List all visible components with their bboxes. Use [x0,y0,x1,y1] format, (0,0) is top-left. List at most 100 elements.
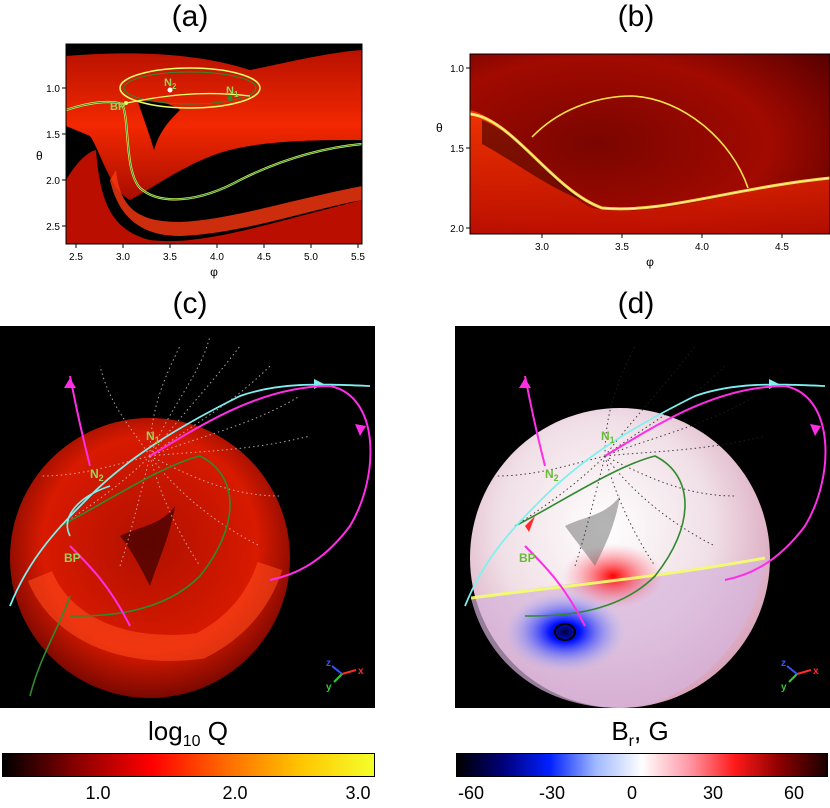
panel-a-ytick: 1.0 [46,84,60,95]
colorbar-left-tick: 3.0 [345,783,371,803]
panel-b-yticks: 1.0 1.5 2.0 [450,64,470,235]
panel-b-ytick: 1.0 [450,64,464,75]
panel-c-separatrix-1 [59,455,231,617]
panel-c-magenta-line-3 [69,545,131,627]
panel-c-axis-y: y [326,682,332,693]
colorbar-right-tick: -30 [538,783,566,803]
panel-b-plot: 3.0 3.5 4.0 4.5 φ 1.0 1.5 2.0 θ [436,53,830,269]
panel-a-xtick: 4.0 [210,252,224,263]
panel-a-frame [65,43,363,245]
colorbar-left-tick: 1.0 [85,783,111,803]
panel-c-axes-triad: x y z [326,658,364,693]
panel-a-dome-inner [123,71,257,105]
panel-c-cyan-loop [66,485,111,537]
panel-a-bp-point [124,101,128,105]
panel-a-separatrix-dome [119,67,261,109]
colorbar-right-title-sub: r [628,733,634,751]
panel-a-plot: N2 N1 BP 2.5 3.0 3.5 4.0 4.5 5.0 5.5 φ 1… [36,43,365,279]
panel-d-cyan-fieldline [464,383,826,607]
panel-d-magenta-arrow-2 [519,378,531,388]
colorbar-right-tick: 0 [626,783,638,803]
colorbar-right-tick: 60 [783,783,805,803]
panel-a-xtick: 4.5 [257,252,271,263]
panel-a-yticks: 1.0 1.5 2.0 2.5 [46,84,66,233]
panel-a-label-n2: N2 [164,77,177,91]
panel-a-xtick: 5.5 [351,252,365,263]
colorbar-right-tick: -60 [457,783,485,803]
panel-d-separatrix-1 [514,455,686,617]
panel-d-axes-triad: x y z [781,658,819,693]
colorbar-right-title: Br, G [530,716,750,751]
panel-c-label-bp: BP [64,551,81,565]
panel-b-ytick: 2.0 [450,224,464,235]
panel-d-red-arrow [525,516,535,532]
colorbar-right-title-end: , G [634,716,669,746]
colorbar-left-title-main: log [148,716,183,746]
panel-a-label-n1: N1 [226,85,239,99]
panel-d-title: (d) [617,287,655,320]
panel-a-lower-band [66,150,362,244]
panel-c-axis-x: x [358,666,364,677]
colorbar-right-title-main: B [611,716,629,746]
panel-d-label-n1: N1 [601,429,615,445]
panel-b-separatrix-dome [531,95,749,189]
panel-d-label-n2: N2 [545,467,559,483]
panel-c-title: (c) [172,287,208,320]
panel-c-label-n2: N2 [90,467,104,483]
colorbar-left [2,753,375,777]
panel-d-render: N1 N2 BP x y z [455,326,830,708]
panel-a-xlabel: φ [210,265,218,279]
panel-c-magenta-arrow-2 [64,378,76,388]
panel-b-xtick: 4.5 [775,242,789,253]
panel-c-magenta-arrow [355,424,366,436]
panel-c-separatrix-2 [29,595,71,697]
panel-a-xtick: 3.5 [163,252,177,263]
panel-d-axis-y: y [781,682,787,693]
panel-a-ytick: 2.0 [46,176,60,187]
panel-d-label-bp: BP [519,551,536,565]
panel-a-xtick: 2.5 [69,252,83,263]
panel-b-lower-region [470,110,830,234]
panel-b-title: (b) [617,0,655,33]
panel-d-magenta-line-3 [524,545,586,627]
panel-b-frame [469,53,830,235]
panel-d-yellow-separatrix [470,556,766,600]
panel-a-ytick: 1.5 [46,130,60,141]
panel-b-xticks: 3.0 3.5 4.0 4.5 [535,234,789,253]
panel-a-upper-band [66,50,362,200]
panel-a-xticks: 2.5 3.0 3.5 4.0 4.5 5.0 5.5 [69,244,365,263]
panel-a-ylabel: θ [36,149,43,163]
panel-a-ytick: 2.5 [46,222,60,233]
colorbar-right [456,753,828,777]
panel-a-label-bp: BP [110,101,125,113]
panel-c-fieldlines [39,335,311,567]
panel-c-axis-z: z [326,658,331,669]
panel-d-blue-core [554,623,576,641]
panel-d-dark-wedge [565,496,620,566]
panel-a-n2-point [167,87,173,93]
panel-c-magenta-loop [149,384,372,581]
panel-a-separatrix-curve-core [65,101,363,200]
panel-b-ytick: 1.5 [450,144,464,155]
colorbar-left-title-end: Q [200,716,228,746]
panel-d-fieldlines [494,345,766,567]
panel-b-ylabel: θ [436,121,443,135]
panel-c-label-n1: N1 [146,429,160,445]
panel-b-xtick: 3.5 [615,242,629,253]
panel-d-magenta-arrow [810,424,821,436]
panel-a-spine [121,92,251,105]
panel-b-separatrix-lower-core [469,113,830,210]
panel-b-xtick: 4.0 [695,242,709,253]
panel-b-xlabel: φ [646,255,654,269]
panel-a-n1-point [227,95,233,101]
panel-a-dark-cavity [138,101,180,150]
colorbar-left-title-sub: 10 [182,733,201,751]
colorbar-right-tick: 30 [702,783,724,803]
panel-c-cyan-fieldline [9,383,371,607]
panel-c-render: N1 N2 BP x y z [0,326,375,708]
panel-c-dark-wedge [120,506,175,586]
panel-d-blue-pole [505,592,625,672]
panel-a-lower-band-core [110,170,362,236]
panel-a-title: (a) [171,0,209,33]
panel-d-magenta-loop [604,384,827,581]
